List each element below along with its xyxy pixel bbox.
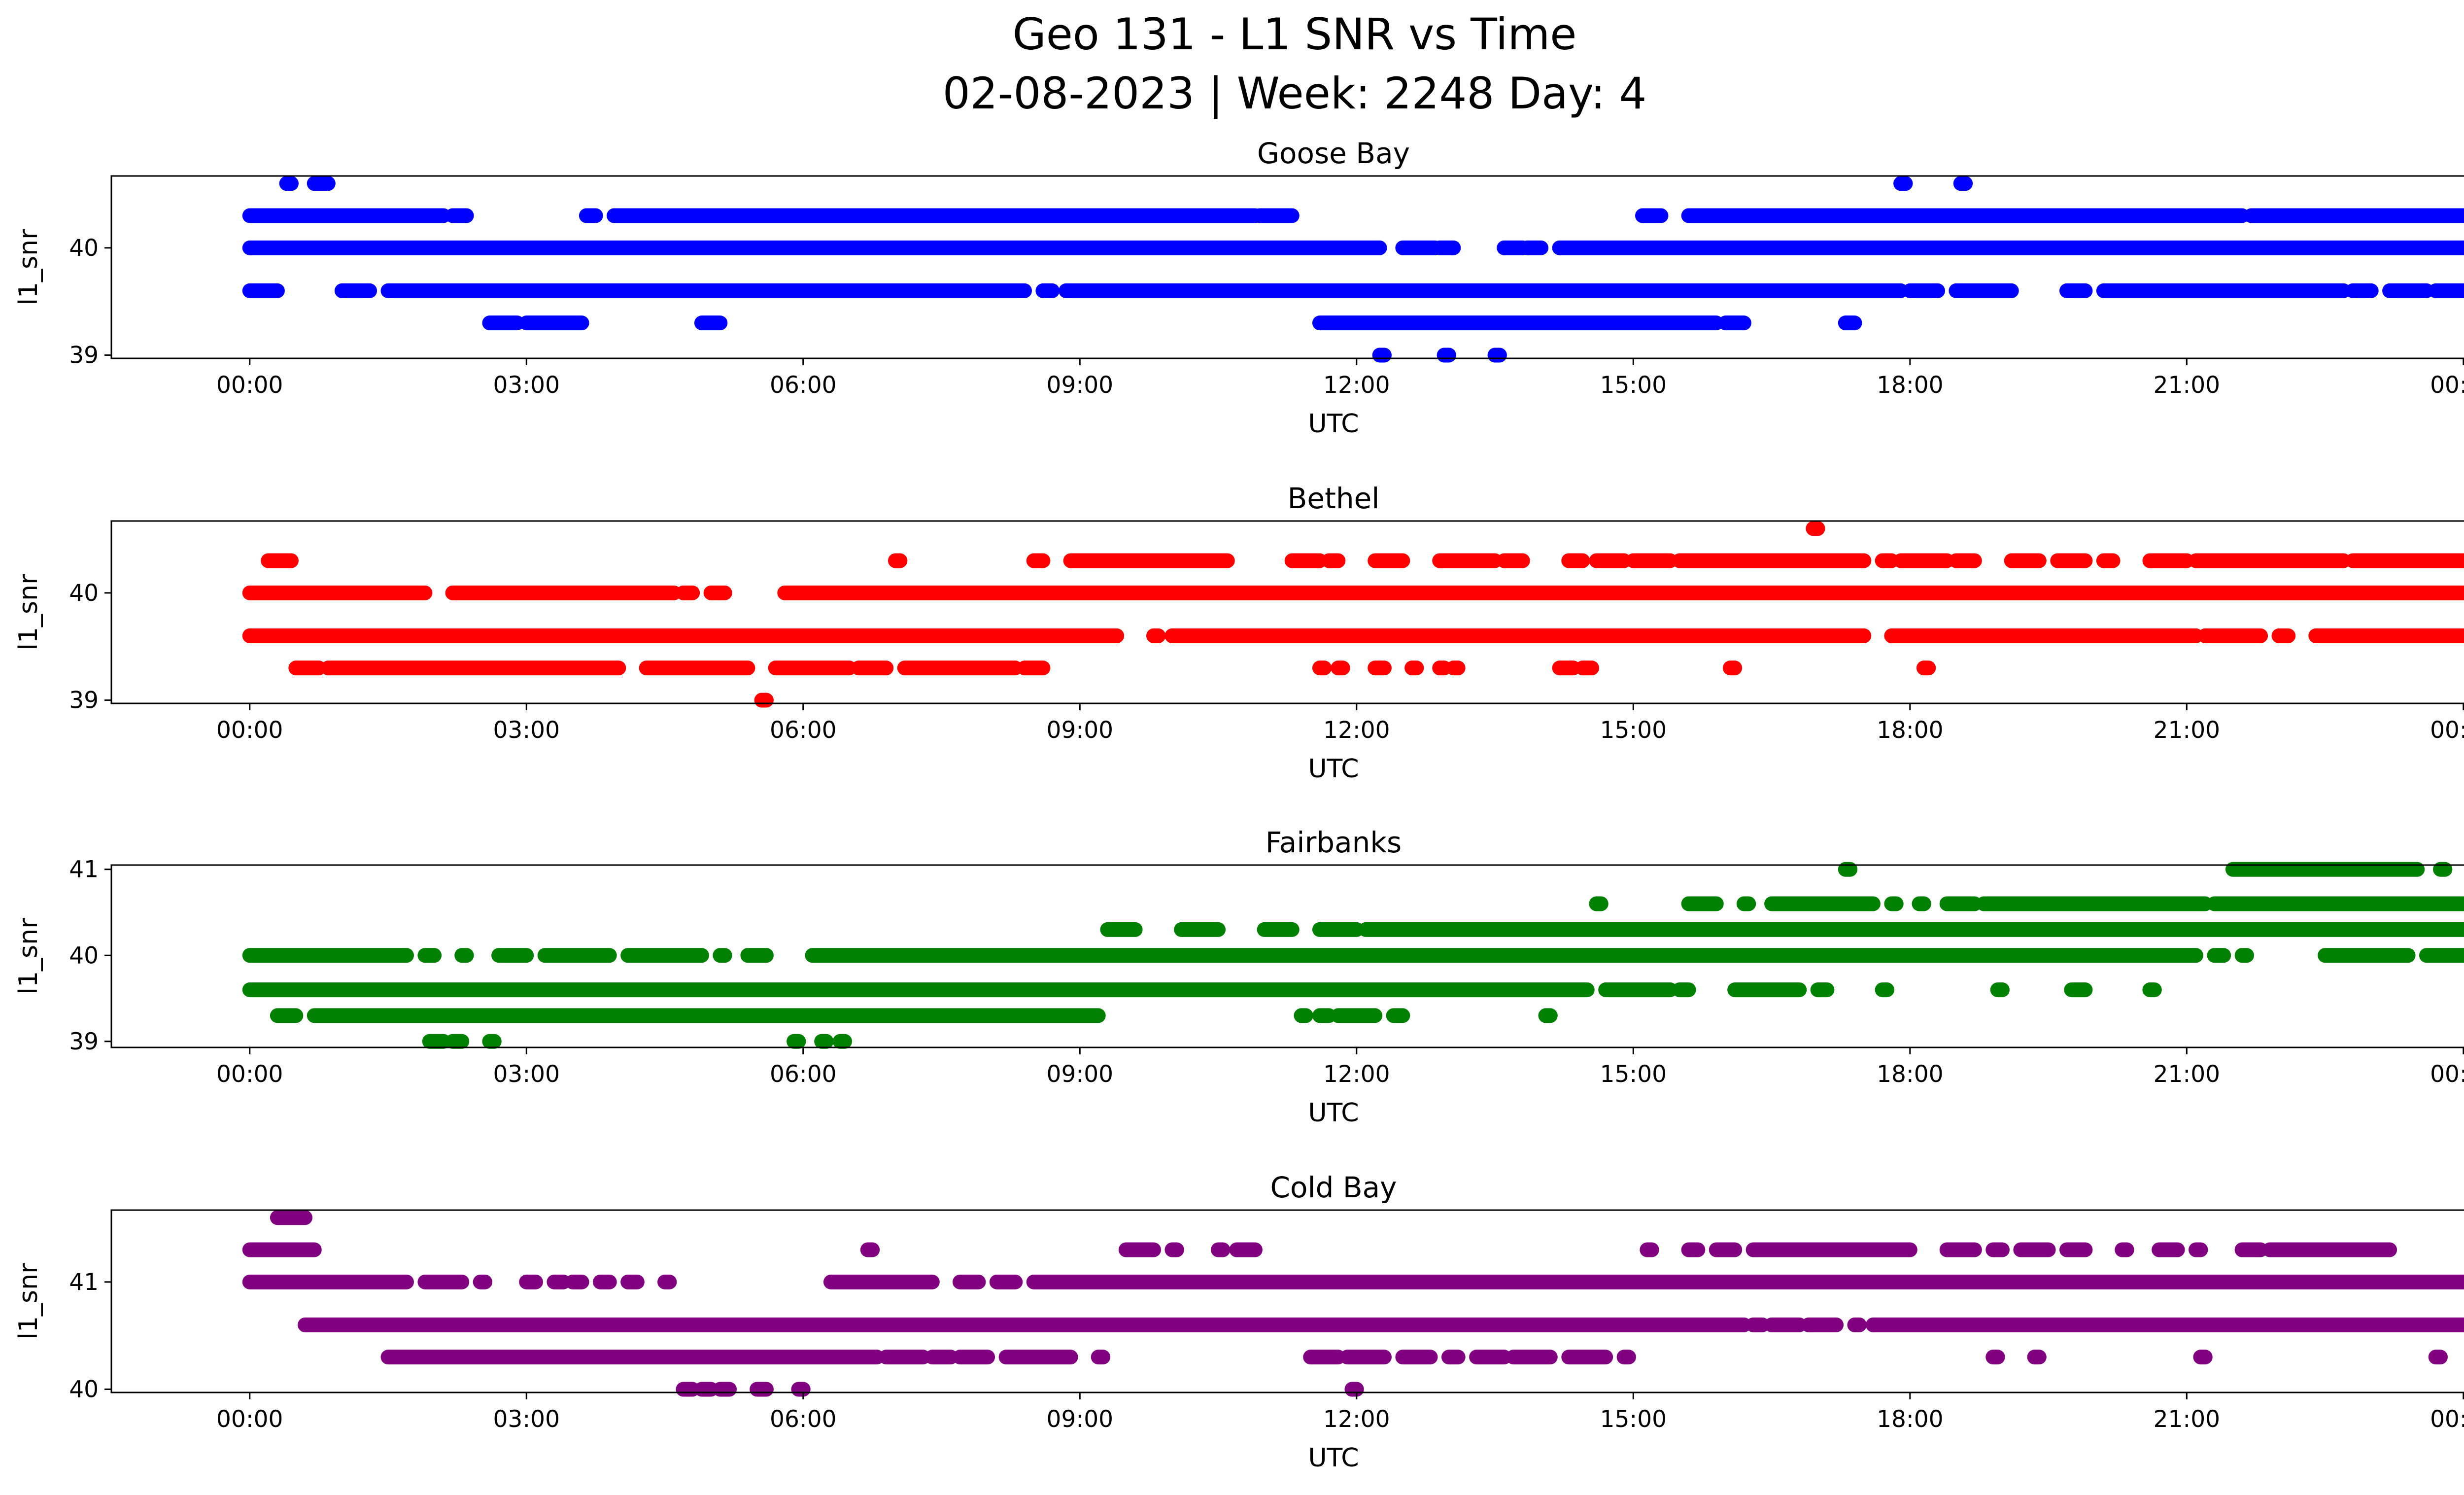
figure-title-line2: 02-08-2023 | Week: 2248 Day: 4 (943, 68, 1647, 119)
goose-bay-x-tick-label: 18:00 (1877, 372, 1943, 399)
fairbanks-y-tick-label: 41 (69, 856, 99, 883)
figure-title-line1: Geo 131 - L1 SNR vs Time (1013, 9, 1577, 60)
fairbanks-x-tick-label: 09:00 (1047, 1061, 1113, 1088)
goose-bay-panel: Goose Bay 00:00 03:00 06:00 09:00 12:00 15:00 1… (14, 137, 2464, 439)
bethel-x-tick-label: 18:00 (1877, 717, 1943, 744)
cold-bay-panel: Cold Bay 00:00 03:00 06:00 09:00 12:00 15:00 18… (14, 1171, 2464, 1473)
fairbanks-x-tick-label: 21:00 (2154, 1061, 2220, 1088)
goose-bay-x-tick-label: 12:00 (1323, 372, 1390, 399)
fairbanks-x-tick-label: 00:00 (2430, 1061, 2464, 1088)
bethel-points (242, 521, 2464, 708)
cold-bay-x-tick-label: 15:00 (1600, 1406, 1667, 1433)
bethel-x-tick-label: 21:00 (2154, 717, 2220, 744)
bethel-x-tick-label: 12:00 (1323, 717, 1390, 744)
goose-bay-x-tick-label: 03:00 (493, 372, 560, 399)
cold-bay-x-tick-label: 06:00 (770, 1406, 836, 1433)
bethel-panel: Bethel 00:00 03:00 06:00 09:00 12:00 15:00 18:0… (14, 482, 2464, 784)
fairbanks-points (242, 862, 2464, 1049)
goose-bay-x-tick-label: 09:00 (1047, 372, 1113, 399)
cold-bay-x-tick-label: 12:00 (1323, 1406, 1390, 1433)
goose-bay-title: Goose Bay (1257, 137, 1410, 170)
cold-bay-x-tick-label: 03:00 (493, 1406, 560, 1433)
cold-bay-x-axis-label: UTC (1308, 1443, 1359, 1473)
cold-bay-x-tick-label: 21:00 (2154, 1406, 2220, 1433)
fairbanks-x-tick-label: 00:00 (216, 1061, 283, 1088)
goose-bay-y-axis-label: l1_snr (14, 229, 43, 306)
fairbanks-x-tick-label: 06:00 (770, 1061, 836, 1088)
cold-bay-y-tick-label: 40 (69, 1376, 99, 1403)
goose-bay-x-tick-label: 00:00 (2430, 372, 2464, 399)
bethel-y-axis-label: l1_snr (14, 574, 43, 651)
bethel-y-tick-label: 39 (69, 687, 99, 714)
bethel-title: Bethel (1288, 482, 1380, 515)
fairbanks-x-tick-label: 18:00 (1877, 1061, 1943, 1088)
cold-bay-title: Cold Bay (1270, 1171, 1397, 1204)
fairbanks-x-axis-label: UTC (1308, 1098, 1359, 1128)
bethel-x-tick-label: 15:00 (1600, 717, 1667, 744)
fairbanks-y-axis-label: l1_snr (14, 918, 43, 995)
fairbanks-panel: Fairbanks 00:00 03:00 06:00 09:00 12:00 15:00 1… (14, 826, 2464, 1128)
cold-bay-axes-frame (110, 1209, 2464, 1393)
fairbanks-title: Fairbanks (1266, 826, 1402, 859)
goose-bay-x-tick-label: 06:00 (770, 372, 836, 399)
goose-bay-axes-frame (110, 175, 2464, 359)
bethel-axes-frame (110, 520, 2464, 704)
fairbanks-axes-frame (110, 864, 2464, 1048)
fairbanks-x-tick-label: 03:00 (493, 1061, 560, 1088)
cold-bay-x-tick-label: 00:00 (2430, 1406, 2464, 1433)
goose-bay-x-tick-label: 15:00 (1600, 372, 1667, 399)
bethel-x-tick-label: 00:00 (216, 717, 283, 744)
goose-bay-points (242, 176, 2464, 363)
fairbanks-x-tick-label: 12:00 (1323, 1061, 1390, 1088)
cold-bay-y-tick-label: 41 (69, 1269, 99, 1296)
cold-bay-x-tick-label: 00:00 (216, 1406, 283, 1433)
bethel-x-axis-label: UTC (1308, 754, 1359, 784)
bethel-y-tick-label: 40 (69, 580, 99, 607)
goose-bay-y-tick-label: 40 (69, 235, 99, 262)
bethel-x-tick-label: 06:00 (770, 717, 836, 744)
cold-bay-y-axis-label: l1_snr (14, 1263, 43, 1340)
fairbanks-y-tick-label: 39 (69, 1028, 99, 1055)
fairbanks-y-tick-label: 40 (69, 942, 99, 969)
cold-bay-points (242, 1210, 2464, 1397)
bethel-x-tick-label: 03:00 (493, 717, 560, 744)
goose-bay-x-tick-label: 00:00 (216, 372, 283, 399)
goose-bay-y-tick-label: 39 (69, 342, 99, 369)
goose-bay-x-tick-label: 21:00 (2154, 372, 2220, 399)
cold-bay-x-tick-label: 18:00 (1877, 1406, 1943, 1433)
bethel-x-tick-label: 00:00 (2430, 717, 2464, 744)
bethel-x-tick-label: 09:00 (1047, 717, 1113, 744)
goose-bay-x-axis-label: UTC (1308, 409, 1359, 439)
cold-bay-x-tick-label: 09:00 (1047, 1406, 1113, 1433)
fairbanks-x-tick-label: 15:00 (1600, 1061, 1667, 1088)
subplots: Goose Bay 00:00 03:00 06:00 09:00 12:00 15:00 1… (14, 137, 2464, 1473)
